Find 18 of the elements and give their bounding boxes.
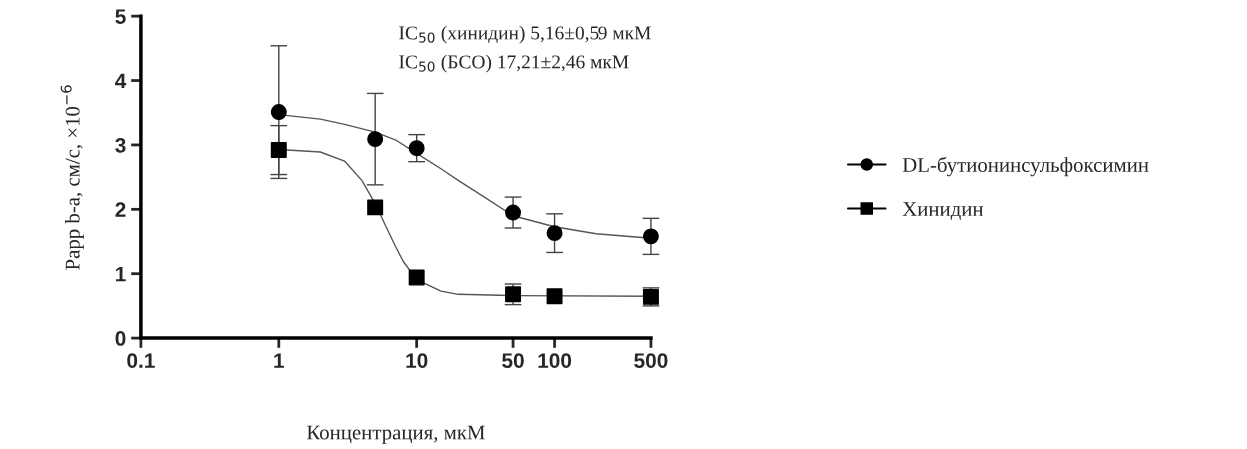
y-tick-label: 4 bbox=[115, 73, 127, 89]
y-tick-label: 1 bbox=[116, 266, 126, 282]
legend-label: DL-бутионинсульфоксимин bbox=[902, 156, 1149, 177]
x-tick-label: 0.1 bbox=[127, 353, 155, 368]
annotation: IC$_{50}$ (БСО) 17,21±2,46 мкМ bbox=[399, 54, 629, 73]
y-tick-label: 3 bbox=[115, 137, 126, 153]
x-tick-label: 10 bbox=[406, 353, 428, 368]
annotation: IC$_{50}$ (хинидин) 5,16±0,59 мкМ bbox=[399, 25, 651, 44]
x-tick-label: 1 bbox=[274, 353, 285, 368]
y-axis-title: Papp b-a, см/с, ×10$^{−6}$ bbox=[60, 85, 84, 270]
x-tick-label: 500 bbox=[634, 353, 668, 368]
x-tick-label: 50 bbox=[502, 353, 524, 368]
x-axis-title: Концентрация, мкМ bbox=[306, 425, 485, 444]
y-tick-label: 5 bbox=[115, 9, 126, 24]
y-tick-label: 2 bbox=[115, 202, 126, 217]
x-tick-label: 100 bbox=[538, 353, 572, 368]
legend-label: Хинидин bbox=[902, 202, 984, 220]
y-tick-label: 0 bbox=[115, 331, 126, 346]
